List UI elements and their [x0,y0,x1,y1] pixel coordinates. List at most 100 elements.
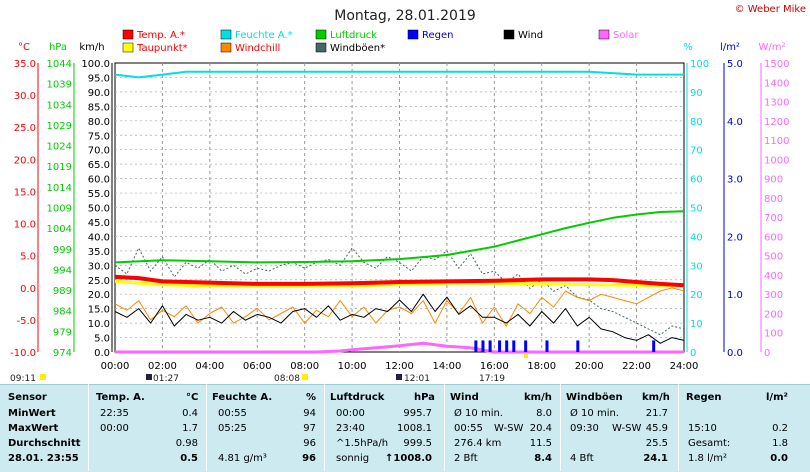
tick-label-kmh: 35.0 [88,247,110,258]
cell-wind: 20.4 [529,423,552,434]
tick-label-temp_c: 10.0 [14,220,36,231]
axis-unit-rain: l/m² [720,42,740,53]
cell-gust-time: Ø 10 min. [570,408,619,419]
tick-label-percent: 60 [690,175,703,186]
marker-sunset: 08:08 [274,374,300,384]
cell-press: 995.7 [403,408,432,419]
tick-label-hpa: 994 [53,265,72,276]
legend-swatch [122,42,134,53]
header-humidity-unit: % [306,392,317,403]
tick-label-percent: 100 [690,59,709,70]
cell-wind-dir: W-SW [494,423,524,434]
legend-swatch [315,42,327,53]
cell-hum-time: 05:25 [218,423,247,434]
header-sensor: Sensor [8,392,47,403]
tick-label-percent: 10 [690,319,703,330]
tick-label-hpa: 1024 [47,142,72,153]
tick-label-solar: 700 [764,213,783,224]
cell-gust-time: 4 Bft [570,453,594,464]
legend-label: Luftdruck [330,30,377,41]
marker-moon: 17:19 [479,374,505,384]
table-row: 28.01. 23:55 0.5 4.81 g/m³ 96 sonnig ↑1008.0 2… [0,452,810,466]
tick-label-hpa: 999 [53,245,72,256]
cell-hum-time: 4.81 g/m³ [218,453,267,464]
cell-gust: 24.1 [643,453,668,464]
tick-label-rain: 3.0 [727,175,743,186]
tick-label-hpa: 1039 [47,80,72,91]
chart-legend: Temp. A.* Feuchte A.* Luftdruck Regen Wind So… [122,29,639,54]
tick-label-hpa: 1019 [47,162,72,173]
x-tick-label: 14:00 [433,361,462,372]
x-tick-label: 00:00 [101,361,130,372]
weather-chart: °C 35.0 30.0 25.0 20.0 15.0 10.0 5.0 0.0 -5.0 -10.… [10,4,806,384]
header-temp: Temp. A. [96,392,145,403]
moon-icon [396,374,402,380]
tick-label-temp_c: 35.0 [14,59,36,70]
x-tick-label: 20:00 [575,361,604,372]
rain-bar [498,340,502,352]
tick-label-kmh: 45.0 [88,218,110,229]
series-line-wind [114,293,685,344]
table-separator [206,384,207,471]
cell-temp: 0.4 [182,408,198,419]
header-humidity: Feuchte A. [212,392,273,403]
cell-press: 999.5 [403,438,432,449]
tick-label-kmh: 15.0 [88,305,110,316]
tick-label-temp_c: -10.0 [10,348,36,359]
table-row: MinWert 22:35 0.4 00:55 94 00:00 995.7 Ø 10 min… [0,407,810,421]
axis-unit-percent: % [683,42,693,53]
sunset-icon [302,374,308,380]
tick-label-temp_c: -5.0 [16,316,36,327]
series-line-tempa [114,274,685,288]
cell-wind: 8.4 [534,453,552,464]
chart-series [114,70,685,354]
tick-label-solar: 800 [764,194,783,205]
tick-label-percent: 80 [690,117,703,128]
cell-temp: 0.98 [175,438,198,449]
rain-bar [524,340,528,352]
tick-label-percent: 70 [690,146,703,157]
cell-temp: 1.7 [182,423,198,434]
series-line-feuchtea [114,70,684,79]
legend-label: Solar [613,30,639,41]
cell-press-time: 00:00 [336,408,365,419]
header-gust-unit: km/h [642,392,670,403]
tick-label-solar: 500 [764,252,783,263]
header-gust: Windböen [566,392,623,403]
series-line-windchill [114,287,685,327]
tick-label-hpa: 989 [53,286,72,297]
cell-press: ↑1008.0 [385,453,432,464]
x-tick-label: 10:00 [338,361,367,372]
tick-label-hpa: 1004 [47,224,72,235]
rain-bar [505,340,509,352]
cell-wind: 11.5 [529,438,552,449]
table-separator [444,384,445,471]
sunrise-icon [146,374,152,380]
tick-label-temp_c: 0.0 [20,284,36,295]
tick-label-solar: 1100 [764,136,789,147]
tick-label-kmh: 95.0 [88,73,110,84]
legend-swatch [315,29,327,40]
legend-label: Wind [518,30,543,41]
tick-label-kmh: 25.0 [88,276,110,287]
tick-label-hpa: 979 [53,327,72,338]
cell-gust-dir: W-SW [612,423,642,434]
cell-gust: 25.5 [645,438,668,449]
table-separator [678,384,679,471]
tick-label-kmh: 75.0 [88,131,110,142]
cell-hum: 94 [303,408,316,419]
tick-label-hpa: 1044 [47,59,72,70]
tick-label-rain: 2.0 [727,232,743,243]
legend-label: Taupunkt* [136,43,188,54]
legend-swatch [122,29,134,40]
header-pressure: Luftdruck [330,392,385,403]
x-tick-label: 16:00 [480,361,509,372]
copyright-text: © Weber Mike [735,4,806,15]
rain-bar [481,340,485,352]
legend-swatch [598,29,610,40]
marker-left-time: 09:11 [10,374,36,384]
cell-temp-time: 22:35 [100,408,129,419]
cell-rain-label: 15:10 [688,423,717,434]
legend-swatch [220,29,232,40]
tick-label-kmh: 30.0 [88,261,110,272]
